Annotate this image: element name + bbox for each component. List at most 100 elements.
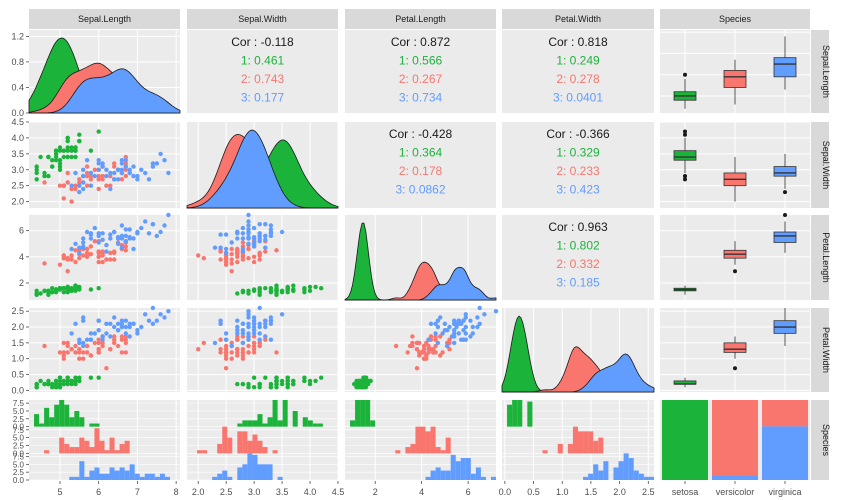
y-tick-label: 1.2 [11,31,24,41]
histogram-bar-virginica [623,453,629,480]
scatter-point-virginica [139,225,144,231]
histogram-bar-versicolor [588,431,594,454]
scatter-point-virginica [81,186,86,192]
histogram-bar-virginica [603,461,609,480]
scatter-point-setosa [88,375,94,380]
histogram-bar-virginica [460,458,466,480]
scatter-point-virginica [115,167,121,172]
scatter-point-versicolor [201,340,206,346]
histogram-bar-virginica [257,464,263,480]
scatter-point-virginica [88,337,94,342]
scatter-point-virginica [263,222,268,227]
scatter-point-versicolor [88,252,94,257]
scatter-point-virginica [81,340,86,346]
scatter-point-versicolor [201,256,206,261]
histogram-bar-virginica [124,470,130,480]
scatter-point-versicolor [73,343,78,349]
scatter-point-virginica [77,189,82,195]
scatter-point-versicolor [274,248,279,253]
scatter-point-versicolor [229,257,234,262]
y-tick-label: 0.0 [13,423,25,432]
box-outlier-virginica [783,213,787,217]
histogram-bar-setosa [282,400,288,427]
scatter-point-setosa [57,161,63,166]
scatter-point-versicolor [229,246,234,252]
scatter-point-virginica [235,318,240,323]
scatter-point-virginica [223,250,229,256]
scatter-point-virginica [229,240,234,245]
row-strip [811,400,829,480]
scatter-point-versicolor [119,350,125,355]
scatter-point-versicolor [119,177,125,182]
scatter-point-versicolor [108,250,113,256]
scatter-point-setosa [34,385,39,390]
scatter-point-setosa [65,375,70,380]
scatter-point-setosa [257,385,262,390]
scatter-point-virginica [470,331,475,336]
scatter-point-virginica [452,318,457,323]
scatter-point-setosa [53,378,59,384]
histogram-bar-setosa [54,404,60,427]
scatter-point-setosa [257,286,262,291]
y-tick-label: 2.5 [13,468,25,477]
scatter-point-setosa [46,292,51,297]
scatter-point-setosa [307,378,313,384]
scatter-point-versicolor [235,334,240,339]
scatter-point-setosa [50,381,55,387]
scatter-point-virginica [92,331,98,336]
scatter-point-setosa [65,145,70,150]
histogram-bar-versicolor [445,437,451,454]
histogram-bar-versicolor [119,443,125,454]
scatter-point-setosa [302,378,307,384]
scatter-point-virginica [108,236,113,241]
scatter-point-setosa [34,381,39,387]
scatter-point-virginica [123,227,128,232]
scatter-point-virginica [135,229,140,235]
histogram-bar-versicolor [430,426,436,454]
correlation-overall: Cor : -0.366 [546,127,610,141]
scatter-point-setosa [285,375,290,380]
scatter-point-versicolor [246,343,251,349]
scatter-point-versicolor [100,340,105,346]
scatter-point-versicolor [218,257,223,262]
correlation-overall: Cor : -0.428 [389,127,453,141]
scatter-point-setosa [57,385,63,390]
histogram-bar-virginica [638,473,644,480]
scatter-point-virginica [263,321,268,326]
scatter-point-setosa [42,170,47,176]
histogram-bar-versicolor [64,443,70,454]
scatter-point-versicolor [235,353,240,358]
scatter-point-setosa [363,385,369,390]
scatter-point-versicolor [84,164,90,169]
scatter-point-virginica [96,233,101,239]
scatter-point-versicolor [65,170,70,176]
scatter-point-versicolor [73,350,78,355]
histogram-bar-virginica [643,476,649,480]
scatter-point-setosa [53,151,59,157]
scatter-point-setosa [42,381,47,387]
scatter-point-versicolor [235,337,240,342]
histogram-bar-versicolor [79,437,85,454]
histogram-bar-setosa [370,420,376,427]
correlation-group-virginica: 3: 0.177 [241,91,285,105]
scatter-point-virginica [251,324,257,330]
row-strip [811,122,829,208]
scatter-point-versicolor [426,350,431,355]
scatter-point-virginica [162,315,167,320]
scatter-point-virginica [229,343,234,349]
scatter-point-virginica [150,161,156,166]
histogram-bar-setosa [79,417,85,427]
x-tick-label: 3.5 [276,487,289,497]
scatter-point-versicolor [112,334,117,339]
histogram-bar-virginica [648,476,654,480]
scatter-point-virginica [268,337,274,342]
scatter-point-versicolor [84,173,90,179]
scatter-point-virginica [88,232,94,237]
scatter-point-versicolor [61,350,66,355]
y-tick-label: 7.5 [13,426,25,435]
scatter-point-virginica [81,315,86,320]
scatter-point-virginica [81,173,86,179]
scatter-point-virginica [81,180,86,185]
scatter-point-virginica [119,324,125,330]
scatter-point-setosa [319,375,324,380]
